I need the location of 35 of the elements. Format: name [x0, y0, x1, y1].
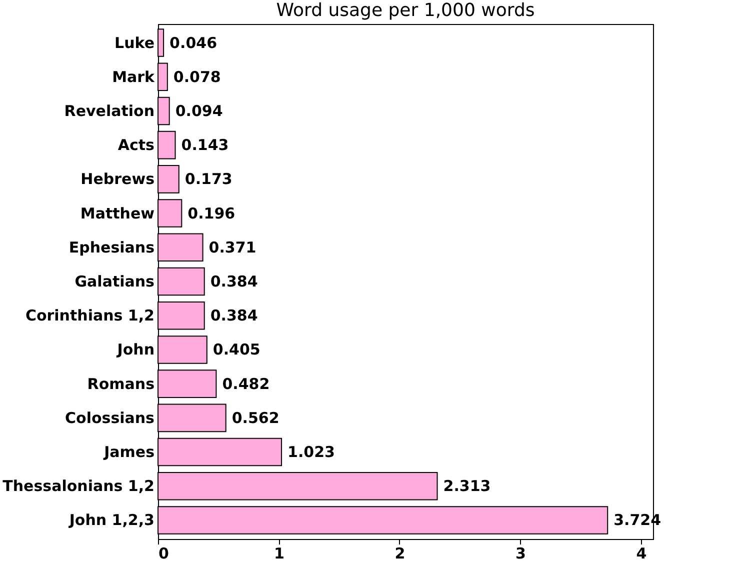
y-tick-label: Thessalonians 1,2 — [2, 477, 154, 496]
y-tick-label: Revelation — [64, 102, 154, 120]
data-label: 0.196 — [188, 204, 236, 222]
y-tick-label: Luke — [114, 34, 154, 52]
y-tick-label: John 1,2,3 — [68, 511, 154, 530]
x-tick-label: 0 — [158, 544, 169, 562]
data-label: 0.562 — [232, 408, 280, 427]
y-tick-label: John — [116, 340, 154, 359]
y-tick-label: Mark — [112, 68, 156, 86]
data-label: 0.143 — [181, 136, 229, 154]
y-tick-label: Acts — [118, 136, 155, 154]
data-label: 0.046 — [170, 34, 218, 52]
data-label: 1.023 — [288, 443, 335, 462]
y-tick-label: Matthew — [80, 204, 155, 222]
data-label: 2.313 — [443, 477, 491, 496]
x-tick-label: 1 — [274, 544, 284, 562]
chart-title: Word usage per 1,000 words — [276, 0, 535, 21]
x-tick-label: 2 — [394, 544, 406, 562]
data-label: 0.384 — [210, 272, 258, 290]
y-tick-label: Romans — [87, 374, 155, 393]
y-tick-label: James — [103, 443, 155, 462]
y-tick-label: Ephesians — [68, 238, 155, 256]
data-label: 0.371 — [208, 238, 256, 256]
data-label: 0.173 — [184, 170, 232, 188]
x-tick-label: 3 — [515, 544, 526, 562]
y-tick-label: Colossians — [65, 408, 155, 427]
data-label: 0.405 — [212, 340, 260, 359]
y-tick-label: Corinthians 1,2 — [25, 306, 154, 325]
y-tick-label: Galatians — [74, 272, 155, 290]
data-label: 0.094 — [175, 102, 223, 120]
data-label: 0.384 — [210, 306, 258, 325]
data-label: 0.078 — [173, 68, 221, 86]
y-tick-label: Hebrews — [80, 170, 155, 188]
data-label: 0.482 — [222, 374, 270, 393]
x-tick-label: 4 — [636, 544, 647, 562]
